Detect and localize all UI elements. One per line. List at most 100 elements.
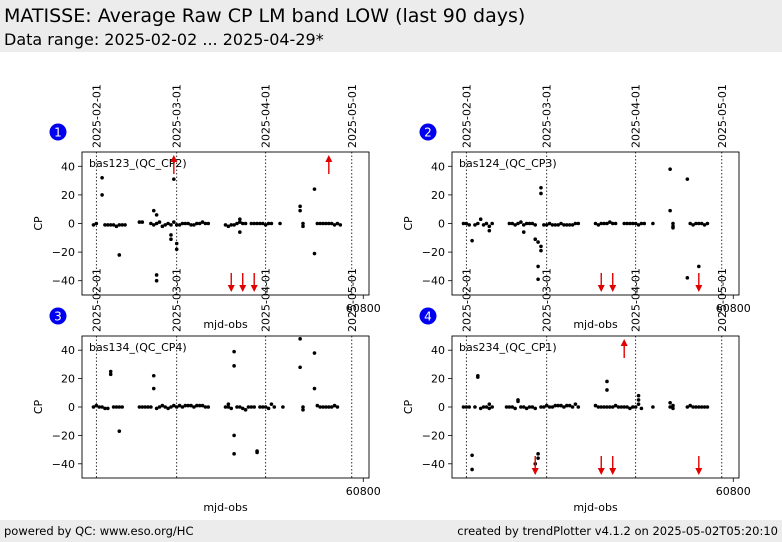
data-point	[301, 224, 305, 229]
data-point	[544, 223, 549, 227]
x-tick-label: 60800	[346, 302, 381, 315]
data-point	[539, 405, 543, 409]
data-point	[249, 221, 254, 226]
data-point	[335, 221, 340, 226]
data-point	[160, 403, 165, 408]
data-point	[605, 388, 609, 392]
data-point	[685, 276, 690, 280]
data-point	[301, 408, 305, 412]
data-point	[203, 221, 208, 226]
data-point	[160, 224, 165, 229]
data-point	[487, 406, 492, 411]
y-tick-label: −40	[52, 275, 75, 288]
data-point	[123, 223, 127, 227]
data-point	[530, 221, 535, 226]
data-point	[137, 220, 142, 224]
outlier-arrowhead-down	[695, 285, 703, 292]
data-point	[261, 221, 265, 226]
panel-4: 4 2025-02-01 2025-03-01 2025-04-01 2025-05-0…	[402, 268, 751, 514]
data-point	[301, 221, 305, 226]
data-point	[550, 405, 555, 409]
data-point	[476, 375, 480, 379]
y-tick-label: 20	[61, 373, 75, 386]
y-axis-label: CP	[402, 399, 415, 414]
data-point	[608, 405, 612, 409]
y-tick-label: −40	[422, 458, 445, 471]
data-point	[223, 223, 228, 227]
data-point	[613, 403, 618, 408]
footer-bar: powered by QC: www.eso.org/HC created by…	[0, 520, 782, 542]
data-point	[312, 187, 317, 191]
data-point	[226, 402, 231, 406]
data-point	[628, 221, 632, 226]
date-label: 2025-04-01	[630, 268, 643, 332]
data-point	[536, 240, 540, 244]
data-point	[177, 223, 182, 227]
data-point	[238, 220, 242, 224]
data-point	[149, 221, 153, 226]
data-point	[631, 221, 635, 226]
data-point	[229, 406, 234, 411]
data-point	[111, 223, 116, 227]
data-point	[154, 221, 159, 226]
date-label: 2025-04-01	[630, 84, 643, 148]
data-point	[117, 223, 122, 227]
data-point	[685, 177, 690, 181]
data-point	[269, 402, 274, 406]
data-point	[329, 221, 334, 226]
data-point	[177, 403, 182, 408]
data-point	[232, 452, 236, 456]
data-point	[315, 221, 320, 226]
data-point	[702, 405, 707, 409]
data-point	[206, 221, 211, 226]
data-point	[481, 405, 486, 409]
data-point	[622, 221, 626, 226]
data-point	[183, 403, 188, 408]
data-point	[542, 223, 546, 227]
data-point	[278, 221, 282, 226]
data-point	[570, 223, 575, 227]
data-point	[329, 405, 334, 409]
data-point	[246, 405, 251, 409]
data-point	[544, 403, 549, 408]
panel-number: 3	[54, 310, 62, 324]
data-point	[605, 221, 609, 226]
data-point	[312, 251, 317, 256]
data-point	[576, 221, 581, 226]
data-point	[625, 405, 629, 409]
data-point	[553, 223, 558, 227]
data-point	[562, 223, 566, 227]
data-point	[163, 223, 168, 227]
data-point	[189, 223, 193, 227]
data-point	[697, 264, 701, 269]
data-point	[206, 405, 211, 409]
data-point	[166, 406, 170, 411]
series-label: bas134_(QC_CP4)	[89, 341, 187, 354]
outlier-arrowhead-down	[239, 285, 247, 292]
footer-powered-by: powered by QC: www.eso.org/HC	[4, 524, 194, 538]
data-point	[521, 405, 526, 409]
data-point	[524, 406, 529, 411]
data-point	[120, 223, 124, 227]
panel-2: 2 2025-02-01 2025-03-01 2025-04-01 2025-05-0…	[402, 84, 751, 331]
data-point	[550, 223, 555, 227]
data-point	[258, 221, 262, 226]
data-point	[318, 221, 323, 226]
data-point	[484, 405, 489, 409]
panel-number-badge	[419, 123, 437, 141]
data-point	[533, 223, 538, 227]
data-point	[631, 405, 635, 409]
data-point	[226, 405, 231, 409]
data-point	[622, 405, 626, 409]
data-point	[487, 224, 492, 229]
data-point	[195, 403, 199, 408]
data-point	[616, 405, 621, 409]
data-point	[533, 406, 538, 411]
data-point	[685, 405, 690, 409]
outlier-arrowhead-down	[531, 468, 539, 475]
data-point	[596, 223, 601, 227]
data-point	[636, 398, 641, 402]
data-point	[338, 223, 343, 227]
y-tick-label: 0	[438, 401, 445, 414]
data-point	[223, 405, 228, 409]
